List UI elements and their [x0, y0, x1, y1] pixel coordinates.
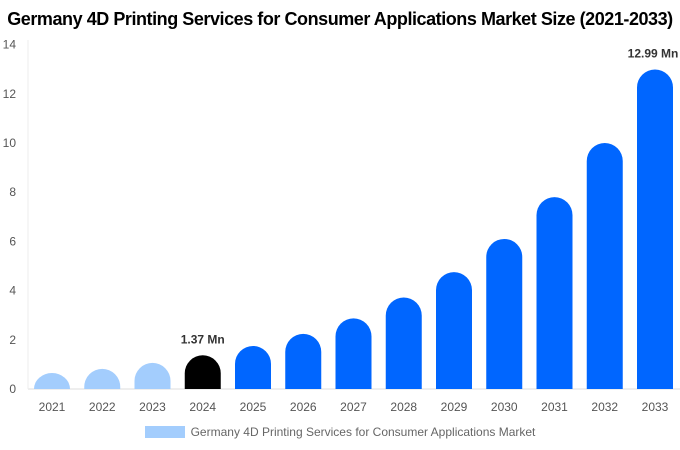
bar-2033	[637, 69, 673, 390]
data-label: 12.99 Mn	[628, 46, 679, 60]
legend-swatch	[144, 426, 185, 438]
bar-2028	[385, 297, 422, 389]
x-tick-label: 2026	[290, 400, 317, 414]
y-tick-label: 8	[9, 185, 16, 199]
bar-2031	[536, 197, 573, 389]
x-tick-label: 2030	[491, 400, 518, 414]
x-tick-label: 2031	[541, 400, 568, 414]
bar-2021	[34, 373, 70, 389]
x-tick-label: 2032	[591, 400, 618, 414]
bar-2025	[235, 345, 271, 389]
bar-2029	[436, 272, 472, 389]
y-tick-label: 4	[9, 284, 16, 298]
bar-2022	[84, 368, 121, 389]
bar-2030	[486, 238, 523, 389]
y-tick-label: 14	[3, 38, 17, 52]
x-tick-label: 2022	[89, 400, 116, 414]
y-tick-label: 12	[3, 87, 17, 101]
x-tick-label: 2033	[642, 400, 669, 414]
x-tick-label: 2024	[189, 400, 216, 414]
legend: Germany 4D Printing Services for Consume…	[0, 425, 680, 439]
y-tick-label: 2	[9, 333, 16, 347]
bar-2026	[285, 333, 322, 389]
data-label: 1.37 Mn	[181, 332, 225, 346]
x-tick-label: 2021	[39, 400, 66, 414]
y-tick-label: 0	[9, 382, 16, 396]
x-tick-label: 2028	[390, 400, 417, 414]
bar-2024	[184, 355, 221, 389]
bar-2023	[134, 362, 171, 389]
x-tick-label: 2029	[441, 400, 468, 414]
bar-2032	[586, 143, 623, 389]
y-tick-label: 6	[9, 234, 16, 248]
x-tick-label: 2023	[139, 400, 166, 414]
x-tick-label: 2025	[240, 400, 267, 414]
bar-2027	[335, 318, 372, 389]
legend-label: Germany 4D Printing Services for Consume…	[190, 425, 536, 439]
y-tick-label: 10	[3, 136, 17, 150]
chart-title: Germany 4D Printing Services for Consume…	[7, 9, 673, 29]
x-tick-label: 2027	[340, 400, 367, 414]
